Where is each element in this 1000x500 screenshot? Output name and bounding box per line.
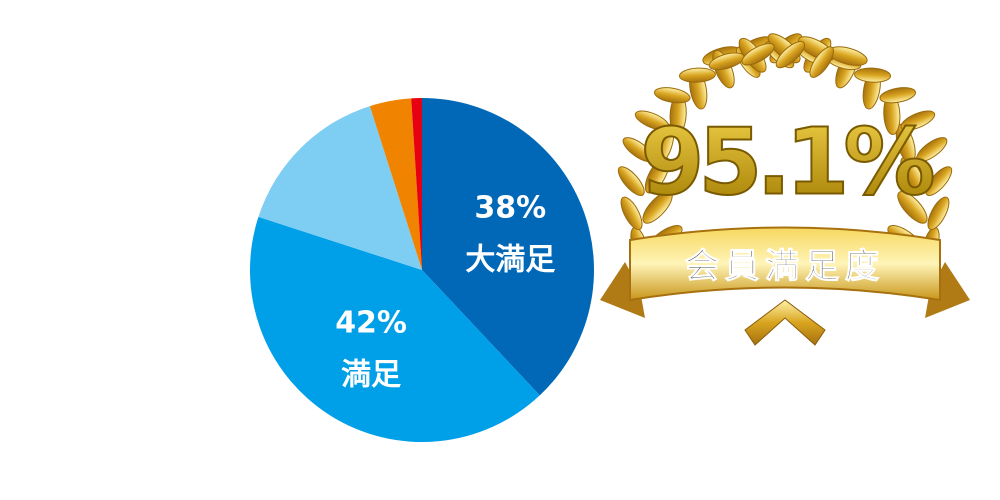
category-label: 大満足 xyxy=(465,243,555,278)
category-label: 満足 xyxy=(341,358,401,393)
laurel-leaf xyxy=(679,67,716,83)
laurel-leaf xyxy=(620,196,643,231)
value-label: 38% xyxy=(474,191,546,226)
laurel-leaf xyxy=(634,110,670,131)
laurel-leaf xyxy=(653,87,691,104)
laurel-leaf xyxy=(895,123,916,164)
laurel-leaf xyxy=(622,137,654,163)
laurel-leaf xyxy=(854,67,891,83)
laurel-leaf xyxy=(809,46,835,78)
pie-slice xyxy=(422,98,594,396)
badge-value: 95.1% xyxy=(640,108,933,215)
laurel-leaf xyxy=(642,191,673,224)
laurel-leaf xyxy=(927,196,950,231)
laurel-leaf xyxy=(897,191,928,224)
laurel-leaf xyxy=(741,43,775,66)
pie-slice xyxy=(250,216,540,442)
laurel-leaf xyxy=(775,40,806,69)
laurel-leaf xyxy=(916,137,948,163)
pie-slice xyxy=(369,98,422,270)
ribbon xyxy=(600,226,970,346)
laurel-leaf xyxy=(617,166,645,196)
pie: 38% 大満足 42% 満足 xyxy=(250,98,594,442)
value-label: 42% xyxy=(335,306,407,341)
laurel-leaf xyxy=(900,110,936,131)
laurel-leaf xyxy=(654,123,675,164)
laurel-leaf xyxy=(879,87,917,104)
pie-slice xyxy=(411,98,422,270)
laurel xyxy=(617,33,953,263)
pie-slice xyxy=(258,106,422,270)
laurel-leaf xyxy=(925,166,953,196)
badge-title: 会員満足度 xyxy=(685,247,885,287)
